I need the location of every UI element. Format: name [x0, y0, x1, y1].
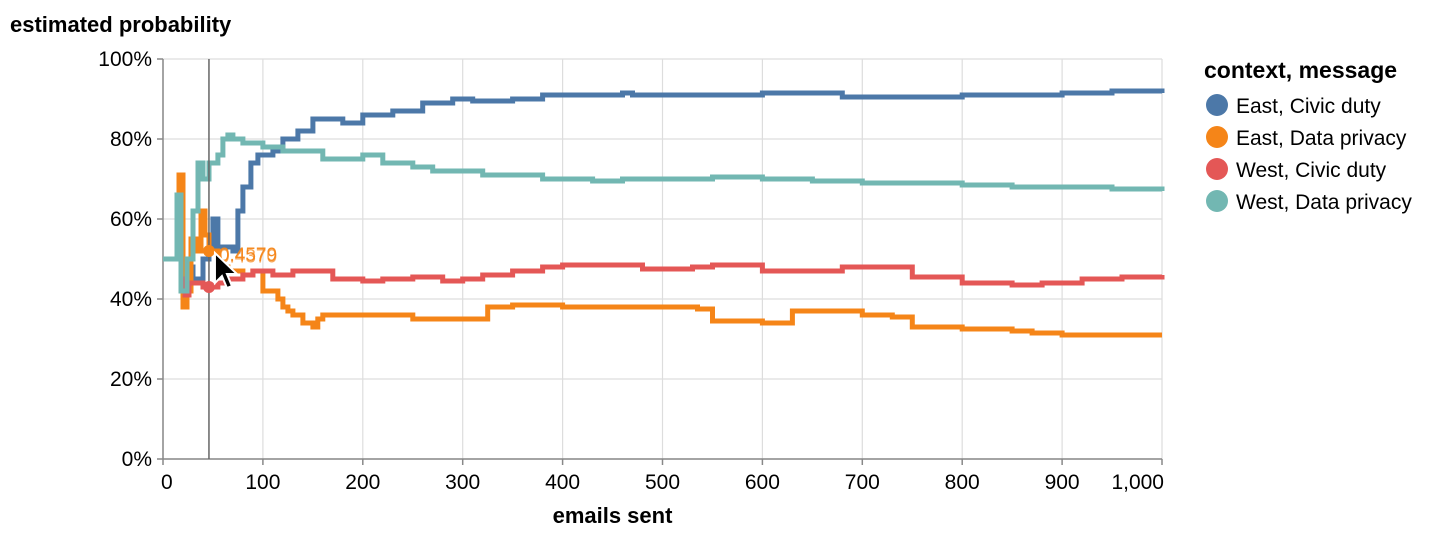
y-tick-label: 100%	[98, 48, 152, 71]
y-tick-label: 40%	[110, 288, 152, 311]
x-axis-title: emails sent	[553, 503, 674, 528]
tooltip-value-label: 0.4370	[219, 247, 277, 268]
series-line-1	[163, 172, 1162, 338]
series-line-3	[163, 132, 1165, 294]
legend-swatch	[1206, 158, 1228, 180]
y-axis-title: estimated probability	[10, 12, 232, 37]
legend-title: context, message	[1204, 57, 1397, 83]
x-tick-label: 500	[645, 471, 680, 494]
x-tick-label: 800	[945, 471, 980, 494]
legend-swatch	[1206, 126, 1228, 148]
legend-swatch	[1206, 94, 1228, 116]
x-tick-label: 700	[845, 471, 880, 494]
legend: context, message East, Civic duty East, D…	[1204, 57, 1412, 214]
legend-label: East, Civic duty	[1236, 95, 1381, 118]
x-tick-label: 1,000	[1111, 471, 1164, 494]
legend-label: West, Civic duty	[1236, 159, 1387, 182]
legend-label: West, Data privacy	[1236, 191, 1412, 214]
x-tick-label: 400	[545, 471, 580, 494]
cursor-arrow	[213, 250, 240, 290]
x-tick-label: 600	[745, 471, 780, 494]
x-tick-label: 300	[445, 471, 480, 494]
y-tick-label: 80%	[110, 128, 152, 151]
mouse-cursor-icon	[213, 250, 240, 290]
y-tick-label: 20%	[110, 368, 152, 391]
tooltip-value-label: 0.4579	[219, 245, 277, 266]
hover-point	[202, 245, 215, 257]
x-tick-label: 100	[245, 471, 280, 494]
y-tick-label: 0%	[122, 448, 152, 471]
y-tick-label: 60%	[110, 208, 152, 231]
hover-point	[202, 281, 215, 293]
legend-label: East, Data privacy	[1236, 127, 1407, 150]
x-tick-label: 0	[161, 471, 173, 494]
x-tick-label: 900	[1045, 471, 1080, 494]
x-tick-label: 200	[345, 471, 380, 494]
legend-swatch	[1206, 190, 1228, 212]
